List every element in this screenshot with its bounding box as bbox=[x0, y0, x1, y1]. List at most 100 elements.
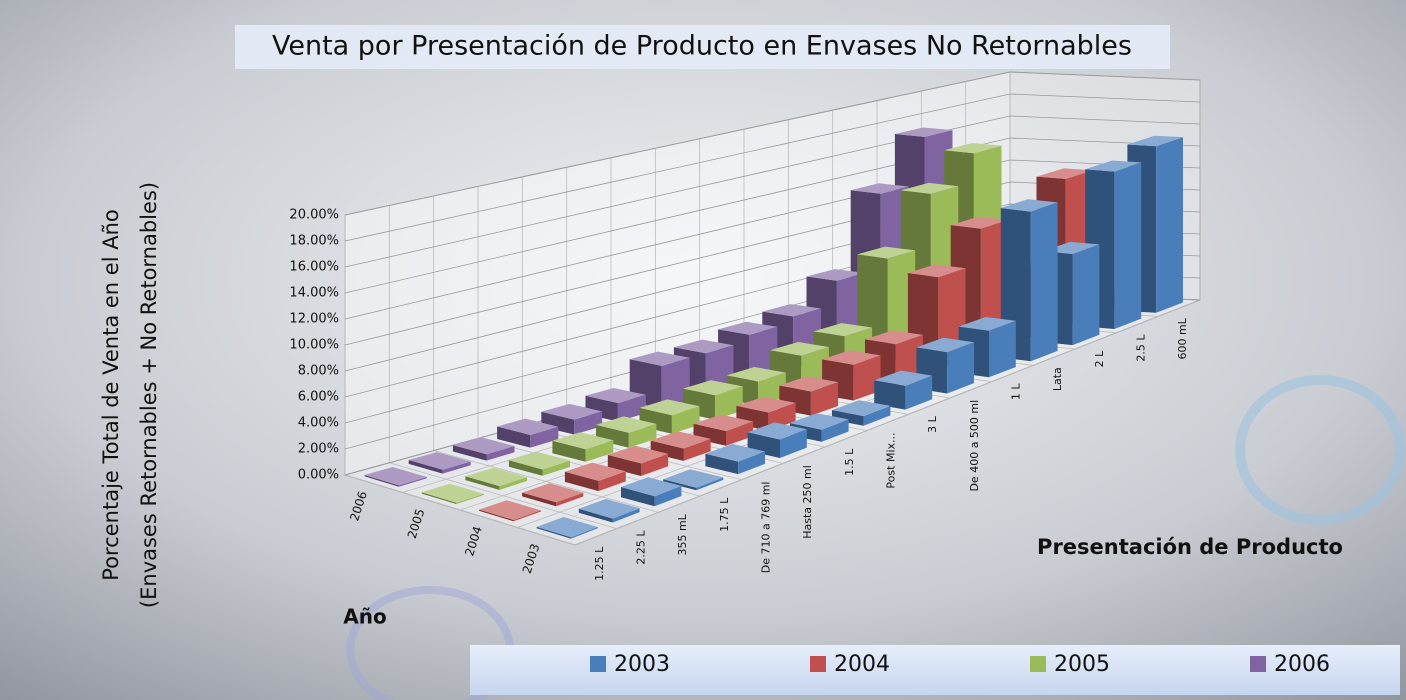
x-tick-label: 355 mL bbox=[676, 513, 689, 555]
bar-top-face bbox=[718, 321, 778, 335]
bar-top-face bbox=[421, 483, 484, 503]
bar-left-face bbox=[364, 475, 399, 487]
bar-top-face bbox=[522, 483, 584, 503]
bar-front-face bbox=[598, 471, 626, 492]
y-tick-label: 2.00% bbox=[298, 442, 339, 457]
bar-top-face bbox=[850, 183, 909, 194]
bar-top-face bbox=[950, 216, 1008, 229]
bar-top-face bbox=[497, 418, 559, 435]
bar-front-face bbox=[696, 477, 724, 491]
bar-front-face bbox=[726, 421, 754, 446]
y-tick-label: 4.00% bbox=[298, 416, 339, 431]
bar-front-face bbox=[574, 411, 603, 435]
bar-top-face bbox=[508, 451, 571, 470]
bar-front-face bbox=[661, 357, 690, 409]
bar-front-face bbox=[863, 405, 891, 426]
x-tick-label: Hasta 250 ml bbox=[801, 465, 814, 539]
bar-top-face bbox=[705, 443, 765, 462]
x-tick-label: 1.5 L bbox=[843, 448, 856, 476]
bar-top-face bbox=[596, 416, 657, 433]
bar-left-face bbox=[621, 487, 655, 507]
bar-top-face bbox=[564, 462, 626, 481]
bar-front-face bbox=[556, 492, 584, 507]
bar-left-face bbox=[552, 440, 586, 462]
x-tick-label: 3 L bbox=[926, 415, 939, 432]
bar-left-face bbox=[564, 471, 599, 492]
bar-front-face bbox=[486, 446, 515, 461]
bar-front-face bbox=[530, 426, 559, 448]
bar-top-face bbox=[663, 469, 724, 488]
bar-top-face bbox=[900, 182, 959, 194]
bar-left-face bbox=[421, 492, 457, 504]
legend-label: 2004 bbox=[834, 652, 890, 677]
bar bbox=[541, 403, 603, 435]
bar-front-face bbox=[821, 419, 849, 442]
bar bbox=[465, 467, 527, 490]
bar-top-face bbox=[629, 351, 690, 366]
bar-top-face bbox=[857, 246, 916, 259]
y-tick-label: 8.00% bbox=[298, 364, 339, 379]
bar-top-face bbox=[552, 432, 614, 450]
bar-top-face bbox=[541, 403, 603, 420]
bar-top-face bbox=[683, 380, 743, 396]
bar bbox=[497, 418, 559, 448]
bar-front-face bbox=[585, 440, 614, 462]
bar-front-face bbox=[905, 375, 933, 410]
decoration bbox=[1235, 375, 1405, 525]
bar-top-face bbox=[479, 500, 541, 520]
bar-front-face bbox=[683, 438, 711, 461]
bar bbox=[621, 477, 682, 507]
bar bbox=[578, 499, 640, 523]
bar-left-face bbox=[578, 508, 613, 523]
bar-top-face bbox=[452, 437, 515, 455]
legend: 2003 2004 2005 2006 bbox=[590, 652, 1330, 677]
bar-top-face bbox=[465, 467, 527, 487]
y-tick-label: 10.00% bbox=[289, 338, 339, 353]
bar-left-face bbox=[508, 460, 543, 476]
bar-front-face bbox=[738, 451, 765, 475]
bar bbox=[1085, 160, 1142, 329]
floor-divider bbox=[574, 299, 1201, 546]
bar bbox=[874, 370, 933, 410]
legend-box bbox=[470, 645, 1400, 695]
bar-top-face bbox=[585, 388, 646, 404]
bar-left-face bbox=[479, 509, 514, 522]
bar-top-face bbox=[874, 370, 933, 386]
x-tick-label: 1 L bbox=[1010, 383, 1023, 400]
x-tick-label: 1.25 L bbox=[593, 546, 606, 581]
x-tick-label: 2 L bbox=[1093, 350, 1106, 367]
bar-top-face bbox=[806, 269, 865, 281]
bar-front-face bbox=[947, 342, 974, 394]
title-box bbox=[235, 25, 1170, 69]
bar-top-face bbox=[726, 367, 786, 382]
bar-top-face bbox=[813, 323, 873, 337]
bar-top-face bbox=[894, 127, 953, 137]
x-tick-label: Lata bbox=[1051, 367, 1064, 391]
x-tick-label: 2.25 L bbox=[635, 530, 648, 565]
bar-top-face bbox=[607, 445, 669, 464]
bar-front-face bbox=[1072, 244, 1100, 346]
z-axis-title: Año bbox=[343, 605, 386, 629]
bar-front-face bbox=[1114, 162, 1142, 329]
bar bbox=[479, 500, 541, 522]
bar-front-face bbox=[617, 394, 646, 422]
bar-front-face bbox=[499, 477, 527, 490]
bar-top-face bbox=[639, 399, 700, 416]
bar-left-face bbox=[832, 410, 864, 426]
bar-top-face bbox=[1085, 160, 1142, 172]
x-axis-title: Presentación de Producto bbox=[1037, 535, 1343, 559]
legend-swatch bbox=[1250, 656, 1266, 672]
x-tick-label: 2.5 L bbox=[1135, 334, 1148, 362]
legend-swatch bbox=[1030, 656, 1046, 672]
bar-front-face bbox=[628, 423, 657, 448]
bar-top-face bbox=[736, 396, 796, 413]
bar bbox=[607, 445, 669, 476]
bar-left-face bbox=[874, 380, 906, 410]
legend-label: 2005 bbox=[1054, 652, 1110, 677]
bar-front-face bbox=[780, 429, 807, 458]
bar bbox=[585, 388, 646, 422]
bar bbox=[364, 467, 427, 487]
y-tick-label: 14.00% bbox=[289, 286, 339, 301]
legend-label: 2003 bbox=[614, 652, 670, 677]
bar-left-face bbox=[663, 479, 697, 491]
